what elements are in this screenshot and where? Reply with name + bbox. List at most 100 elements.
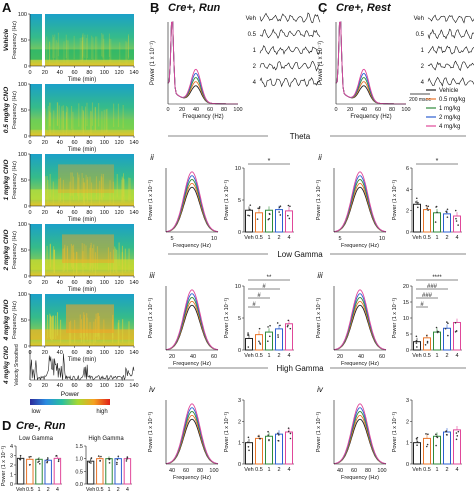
spectrogram-streak <box>89 176 91 200</box>
bar-c-iv-x-tick-label: 2 <box>445 467 448 473</box>
spectrogram-streak <box>49 102 51 126</box>
panel-b-trace-label-3: 2 <box>253 64 257 70</box>
bar-c-ii-data-point <box>434 221 437 223</box>
spectrogram-streak <box>105 109 107 133</box>
bar-b-ii-x-tick-label: Veh <box>244 235 253 241</box>
bar-c-ii-data-point <box>457 224 459 226</box>
spectrogram-streak <box>55 40 57 64</box>
spectrogram-streak <box>66 105 68 130</box>
spectrogram-streak <box>124 248 126 273</box>
spectrogram-streak <box>101 32 103 57</box>
bar-c-iii-data-point <box>435 326 438 329</box>
panel-d-1-data-point <box>97 455 100 457</box>
bar-c-iv-data-point <box>435 435 438 438</box>
bar-b-ii-x-tick-label: 1 <box>267 235 270 241</box>
spectrogram-streak <box>100 176 102 200</box>
spectrogram-streak <box>89 322 91 346</box>
spectrogram-streak <box>109 38 111 63</box>
spectrogram-streak <box>49 243 51 268</box>
bar-c-iv-data-point <box>445 433 448 436</box>
panel-d-0-data-point <box>30 455 32 458</box>
spectrogram-streak <box>127 35 129 59</box>
panel-d-1-data-point <box>117 455 120 458</box>
x-tick-label: 40 <box>57 140 63 146</box>
spectrogram-streak <box>90 110 92 135</box>
spectrogram-streak <box>91 35 93 60</box>
bar-c-ii-x-tick-label: Veh <box>412 235 421 241</box>
velocity-x-tick-label: 120 <box>115 383 124 389</box>
panel-d-0-data-point <box>38 462 41 465</box>
panel-d-0-data-point <box>28 456 31 458</box>
bar-c-ii-data-point <box>417 202 419 204</box>
spectrogram-streak <box>125 41 127 65</box>
sig-mark: ### <box>422 293 433 299</box>
panel-d-0-x-tick-label: 0.5 <box>26 487 34 493</box>
spectrogram-band <box>30 329 134 340</box>
spectrogram-streak <box>83 182 85 206</box>
bar-b-ii-x-tick-label: 0.5 <box>255 235 263 241</box>
spectrogram-hot-region <box>62 234 114 263</box>
panel-c-trace-label-2: 1 <box>421 48 425 54</box>
spectrogram-streak <box>82 34 84 59</box>
panel-b-lfp-trace-0 <box>259 12 321 24</box>
spectrogram-streak <box>113 249 115 273</box>
spectrogram-streak <box>71 172 73 196</box>
bar-c-iv-data-point <box>435 444 437 447</box>
bar-b-ii-y-tick-label: 5 <box>238 198 241 204</box>
panel-d-0-x-tick-label: Veh <box>16 487 25 493</box>
spectrogram-2: 100 50 00 20 40 60 80 100 120 140 Time (min) 0.5 mg… <box>3 82 139 153</box>
psd-ylabel: Power (1 x 10⁻¹) <box>148 180 154 221</box>
x-tick-label: 80 <box>86 350 92 356</box>
bar-c-iv-data-point <box>426 443 429 446</box>
spectrogram-streak <box>117 322 119 346</box>
bar-c-iii-data-point <box>444 327 447 330</box>
panel-c-sub-i: i <box>323 7 325 16</box>
panel-d-0-data-point <box>19 458 21 460</box>
bar-b-ii-x-tick-label: 4 <box>287 235 290 241</box>
velocity-x-tick-label: 140 <box>129 383 138 389</box>
panel-d-ylabel: Power (1 x 10⁻¹) <box>1 446 7 487</box>
bar-c-iv-data-point <box>455 438 458 441</box>
spectrogram-streak <box>129 177 131 202</box>
panel-b-title: Cre+, Run <box>168 2 221 14</box>
bar-c-ii-bar-1 <box>433 212 441 233</box>
panel-d-1-bar-Veh <box>86 460 95 485</box>
bar-c-iii-x-tick-label: 2 <box>445 353 448 359</box>
psd-curve-0-5-mg-kg <box>165 182 219 233</box>
bar-c-iv-data-point <box>415 437 418 440</box>
x-tick-label: 40 <box>57 70 63 76</box>
row-ylabel: Frequency (Hz) <box>12 161 18 199</box>
bar-c-ii-bar-4 <box>453 215 461 233</box>
psd-ylabel: Power (1 x 10⁻¹) <box>148 412 154 453</box>
spectrogram-streak <box>84 182 86 206</box>
panel-b-sub-iv: iv <box>149 385 156 394</box>
y-tick-label: 0 <box>24 64 27 70</box>
spectrogram-streak <box>81 37 83 61</box>
spectrogram-streak <box>102 35 104 59</box>
spectrogram-streak <box>46 36 48 60</box>
bar-c-iii-y-tick-label: 0 <box>406 348 409 354</box>
spectrogram-streak <box>116 249 118 274</box>
panel-d-0-data-point <box>19 454 22 457</box>
panel-b-psd-x-tick-label: 100 <box>233 107 242 113</box>
bar-ylabel: Power (1 x 10⁻¹) <box>224 298 230 339</box>
spectrogram-3: 100 50 00 20 40 60 80 100 120 140 Time (min) 1 mg/k… <box>3 152 139 223</box>
colorbar-high: high <box>96 409 107 415</box>
spectrogram-streak <box>47 179 49 204</box>
spectrogram-streak <box>92 248 94 272</box>
bar-b-iii-data-point <box>267 326 269 328</box>
panel-c-psd-x-tick-label: 100 <box>401 107 410 113</box>
spectrogram-streak <box>72 111 74 136</box>
bar-c-iv-data-point <box>427 433 429 436</box>
bar-b-iv-data-point <box>248 449 250 452</box>
spectrogram-streak <box>62 110 64 135</box>
row-ylabel: Frequency (Hz) <box>12 91 18 129</box>
spectrogram-streak <box>114 246 116 270</box>
x-tick-label: 20 <box>42 350 48 356</box>
psd-curve-4-mg-kg <box>167 21 238 105</box>
spectrogram-streak <box>78 177 80 201</box>
spectrogram-streak <box>107 247 109 271</box>
bar-b-iii-y-tick-label: 5 <box>238 316 241 322</box>
spectrogram-streak <box>82 36 84 61</box>
